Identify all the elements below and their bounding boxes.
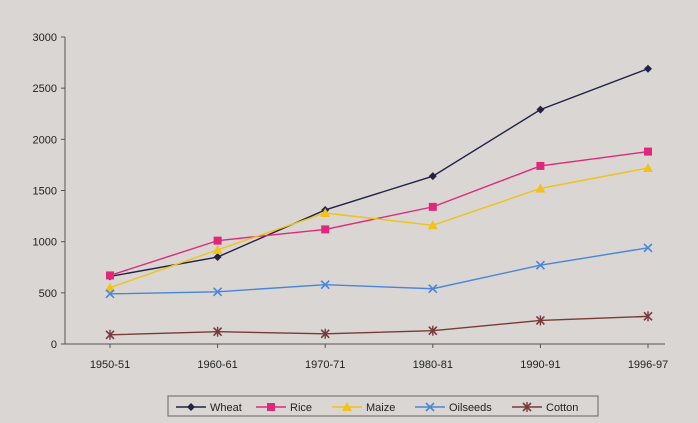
series-line-rice [109,150,649,277]
data-point-maize [643,162,653,172]
data-point-rice [428,202,437,211]
legend-marker-oilseeds [425,402,435,412]
legend-marker-cotton [522,402,532,412]
data-point-wheat [428,172,437,181]
legend-marker-wheat [187,403,195,411]
legend-marker-maize [342,402,352,411]
series-rice [106,147,652,280]
series-line-wheat [109,68,649,278]
data-point-rice [644,147,652,156]
data-point-maize [535,183,546,193]
y-tick-label: 2500 [33,83,57,95]
y-tick-label: 2000 [33,134,57,146]
series-maize [105,162,653,292]
data-point-wheat [644,64,652,73]
data-point-oilseeds [643,243,653,253]
legend-item-rice: Rice [256,402,312,414]
legend-label-wheat: Wheat [210,402,242,414]
series-line-cotton [109,315,649,336]
legend-item-maize: Maize [332,402,395,414]
series-oilseeds [105,243,653,299]
data-point-rice [106,271,114,280]
data-point-cotton [213,326,223,337]
data-point-maize [427,220,438,230]
data-point-cotton [320,328,330,339]
x-tick-label: 1950-51 [90,359,130,371]
series-layer [105,64,653,340]
series-line-oilseeds [109,247,649,295]
data-point-oilseeds [428,284,438,294]
data-point-cotton [428,325,438,336]
y-tick-label: 3000 [33,32,57,44]
data-point-maize [212,244,223,254]
data-point-cotton [105,329,115,340]
legend-item-cotton: Cotton [512,402,578,414]
data-point-maize [105,282,115,292]
data-point-oilseeds [320,280,330,290]
data-point-maize [320,208,331,218]
x-tick-label: 1996-97 [628,359,668,371]
data-point-wheat [213,253,222,262]
data-point-cotton [643,311,653,322]
data-point-oilseeds [535,260,545,270]
data-point-cotton [535,315,545,326]
legend-item-oilseeds: Oilseeds [415,402,492,414]
data-point-rice [321,225,330,234]
data-point-wheat [536,105,545,114]
data-point-rice [213,236,222,245]
y-tick-label: 500 [39,288,57,300]
series-line-maize [109,167,649,289]
y-tick-label: 0 [51,339,57,351]
legend-item-wheat: Wheat [176,402,242,414]
y-tick-label: 1000 [33,237,57,249]
x-tick-label: 1960-61 [197,359,237,371]
legend-label-rice: Rice [290,402,312,414]
legend-label-cotton: Cotton [546,402,578,414]
x-tick-label: 1970-71 [305,359,345,371]
legend-marker-rice [267,403,275,411]
x-tick-label: 1980-81 [413,359,453,371]
legend-box [167,395,599,417]
x-tick-label: 1990-91 [520,359,560,371]
series-cotton [105,311,653,340]
data-point-oilseeds [105,289,115,299]
data-point-oilseeds [213,287,223,297]
legend-label-maize: Maize [366,402,395,414]
axes: 0 500 1000 1500 2000 2500 3000 1950-51 1960-61 19… [33,32,669,371]
data-point-rice [536,161,545,170]
y-tick-label: 1500 [33,186,57,198]
legend-label-oilseeds: Oilseeds [449,402,492,414]
legend: Wheat Rice Maize Oilseeds Cotton [167,395,599,417]
